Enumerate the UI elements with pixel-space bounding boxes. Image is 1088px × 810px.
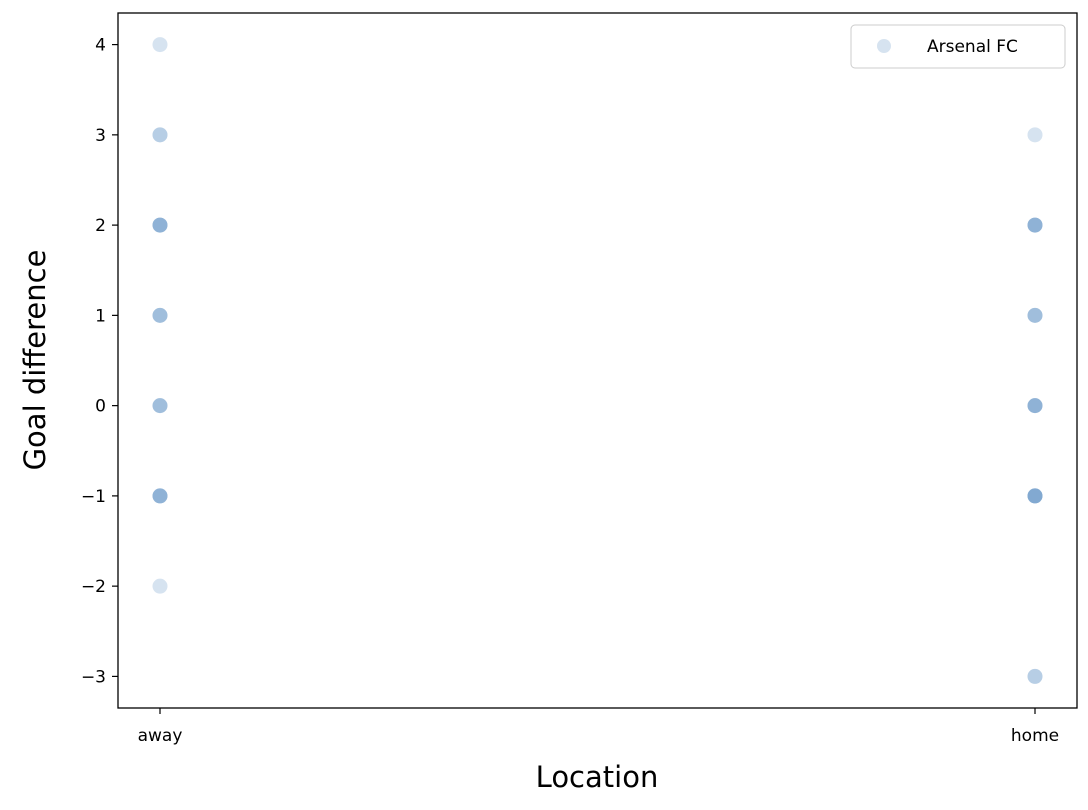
data-point	[1027, 398, 1043, 414]
data-point	[152, 127, 168, 143]
data-point	[152, 217, 168, 233]
x-tick-label: away	[138, 726, 183, 746]
x-axis: away home	[138, 708, 1059, 746]
legend-label: Arsenal FC	[927, 37, 1018, 57]
data-point	[152, 217, 168, 233]
y-tick-label: −1	[81, 487, 106, 507]
legend-box	[850, 24, 1066, 69]
data-point	[152, 307, 168, 323]
data-point	[1027, 668, 1043, 684]
plot-frame	[117, 12, 1078, 709]
y-tick-label: 1	[95, 306, 106, 326]
data-point	[152, 488, 168, 504]
data-point	[152, 398, 168, 414]
data-point	[1027, 488, 1043, 504]
data-point	[1027, 217, 1043, 233]
x-axis-title: Location	[536, 760, 659, 794]
data-point	[1027, 217, 1043, 233]
y-tick-label: −2	[81, 577, 106, 597]
data-point	[1027, 398, 1043, 414]
data-point	[1027, 488, 1043, 504]
data-point	[1027, 668, 1043, 684]
x-tick-label: home	[1011, 726, 1059, 746]
data-point	[152, 217, 168, 233]
data-point	[1027, 398, 1043, 414]
y-axis: −3 −2 −1 0 1 2 3 4	[81, 36, 118, 687]
y-axis-title: Goal difference	[18, 250, 52, 471]
data-point	[1027, 217, 1043, 233]
data-point	[152, 307, 168, 323]
data-point	[152, 37, 168, 53]
data-point	[152, 398, 168, 414]
data-point	[1027, 127, 1043, 143]
data-point	[1027, 307, 1043, 323]
data-point	[1027, 488, 1043, 504]
y-tick-label: −3	[81, 667, 106, 687]
data-point	[1027, 307, 1043, 323]
data-point	[152, 127, 168, 143]
y-tick-label: 2	[95, 216, 106, 236]
data-point	[152, 488, 168, 504]
y-tick-label: 3	[95, 126, 106, 146]
data-point	[1027, 307, 1043, 323]
y-tick-label: 0	[95, 397, 106, 417]
data-point	[1027, 217, 1043, 233]
data-point	[152, 398, 168, 414]
data-point	[1027, 488, 1043, 504]
legend: Arsenal FC	[850, 24, 1066, 69]
data-point	[152, 307, 168, 323]
data-point	[1027, 488, 1043, 504]
data-point	[152, 578, 168, 594]
y-tick-label: 4	[95, 36, 106, 56]
data-point	[152, 488, 168, 504]
legend-marker	[877, 39, 891, 53]
points-layer	[152, 37, 1043, 684]
data-point	[152, 217, 168, 233]
plot-area	[118, 13, 1077, 708]
data-point	[152, 488, 168, 504]
data-point	[1027, 398, 1043, 414]
